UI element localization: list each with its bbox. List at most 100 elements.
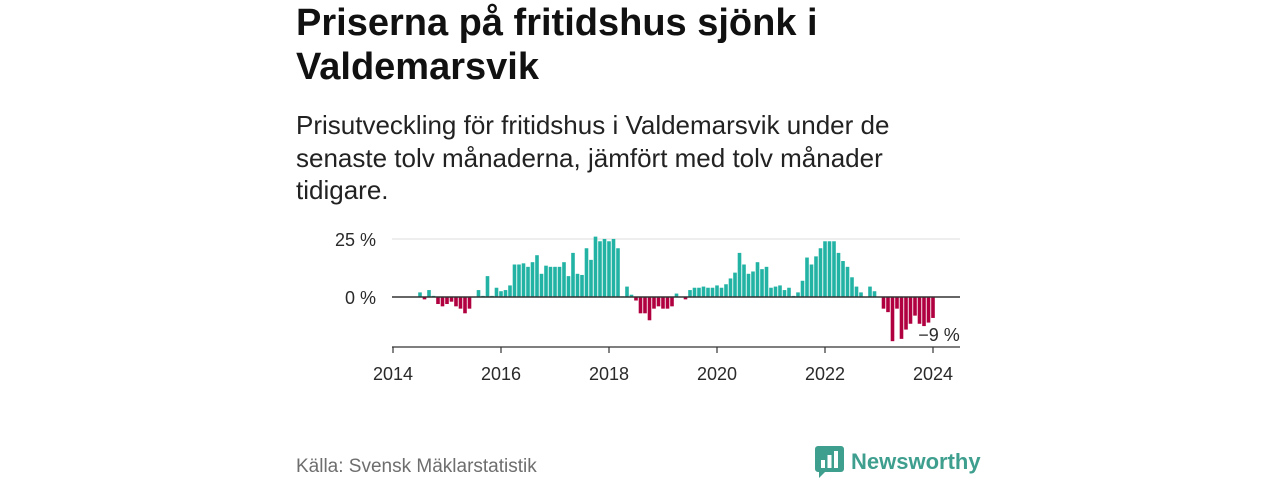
bar — [742, 264, 746, 298]
bar — [868, 286, 872, 298]
bar — [760, 269, 764, 298]
bar — [485, 276, 490, 298]
bar — [656, 297, 661, 307]
logo-bar-2 — [827, 455, 832, 468]
last-value-label: −9 % — [918, 325, 960, 345]
bar — [643, 297, 647, 314]
brand-name: Newsworthy — [851, 449, 981, 474]
x-tick-label: 2014 — [373, 364, 413, 384]
bar — [809, 264, 814, 298]
bar — [805, 257, 809, 298]
bar — [692, 287, 697, 298]
bar — [845, 266, 850, 298]
bar — [598, 241, 602, 298]
bar — [913, 297, 917, 316]
bar — [701, 286, 706, 298]
bar — [571, 252, 575, 298]
bar — [850, 277, 854, 298]
bar — [553, 266, 557, 298]
bar — [886, 297, 890, 313]
y-tick-label: 25 % — [335, 230, 376, 250]
bar — [535, 255, 539, 298]
bar — [661, 297, 665, 309]
bar — [584, 248, 589, 298]
bar — [445, 297, 449, 305]
bar — [683, 297, 688, 300]
logo-bar-3 — [834, 451, 838, 468]
bar — [418, 292, 422, 298]
bar — [706, 287, 710, 298]
bar — [476, 290, 481, 298]
bar — [454, 297, 458, 307]
bar — [616, 248, 620, 298]
y-tick-labels: 0 % 25 % — [335, 230, 376, 308]
bar — [899, 297, 904, 339]
brand-logo: Newsworthy — [815, 446, 981, 478]
bar — [674, 293, 679, 298]
bar — [917, 297, 922, 324]
bar — [530, 262, 535, 298]
bar — [710, 287, 715, 298]
bar — [688, 290, 692, 298]
bar — [427, 290, 431, 298]
bar — [625, 286, 629, 298]
bar — [778, 285, 782, 298]
bar — [904, 297, 908, 330]
bar — [494, 287, 499, 298]
bar — [548, 266, 553, 298]
bar — [647, 297, 652, 321]
bar — [800, 280, 805, 298]
bar — [440, 297, 445, 307]
source-note: Källa: Svensk Mäklarstatistik — [296, 456, 537, 477]
x-tick-label: 2020 — [697, 364, 737, 384]
bar — [463, 297, 467, 314]
bar — [755, 262, 760, 298]
bar — [512, 264, 517, 298]
bar — [814, 256, 818, 298]
x-tick-label: 2016 — [481, 364, 521, 384]
x-tick-label: 2018 — [589, 364, 629, 384]
bar — [787, 287, 791, 298]
bar — [737, 252, 742, 298]
bar — [593, 236, 598, 298]
bar — [746, 273, 751, 298]
bar — [634, 297, 638, 301]
bar — [589, 259, 593, 298]
bar — [557, 266, 562, 298]
bar — [422, 297, 427, 300]
bar — [728, 278, 733, 298]
y-tick-label: 0 % — [345, 288, 376, 308]
x-ticks: 2014 2016 2018 2020 2022 2024 — [373, 347, 953, 384]
bar — [517, 264, 521, 298]
bar — [841, 261, 845, 298]
bar — [832, 241, 836, 298]
bar — [881, 297, 886, 309]
bar — [638, 297, 643, 314]
bar — [859, 292, 863, 298]
bar — [773, 286, 778, 298]
bar — [508, 285, 512, 298]
bar — [922, 297, 926, 327]
bars — [418, 236, 935, 342]
bar — [895, 297, 899, 309]
bar — [467, 297, 472, 309]
bar — [890, 297, 895, 342]
chart-subtitle: Prisutveckling för fritidshus i Valdemar… — [296, 110, 890, 205]
bar — [751, 271, 755, 298]
bar — [769, 287, 773, 298]
price-change-bar-chart: 2014 2016 2018 2020 2022 2024 0 % 25 % −9 % — [335, 230, 960, 384]
bar — [629, 294, 634, 298]
bar — [449, 297, 454, 302]
bar — [854, 286, 859, 298]
bar — [580, 274, 584, 298]
bar — [521, 263, 526, 298]
chart-title: Priserna på fritidshus sjönk i Valdemars… — [296, 2, 818, 88]
bar — [670, 297, 674, 307]
newsworthy-logo-icon — [815, 446, 844, 478]
bar — [562, 262, 566, 298]
bar — [458, 297, 463, 309]
bar — [836, 252, 841, 298]
x-tick-label: 2022 — [805, 364, 845, 384]
bar — [611, 238, 616, 298]
